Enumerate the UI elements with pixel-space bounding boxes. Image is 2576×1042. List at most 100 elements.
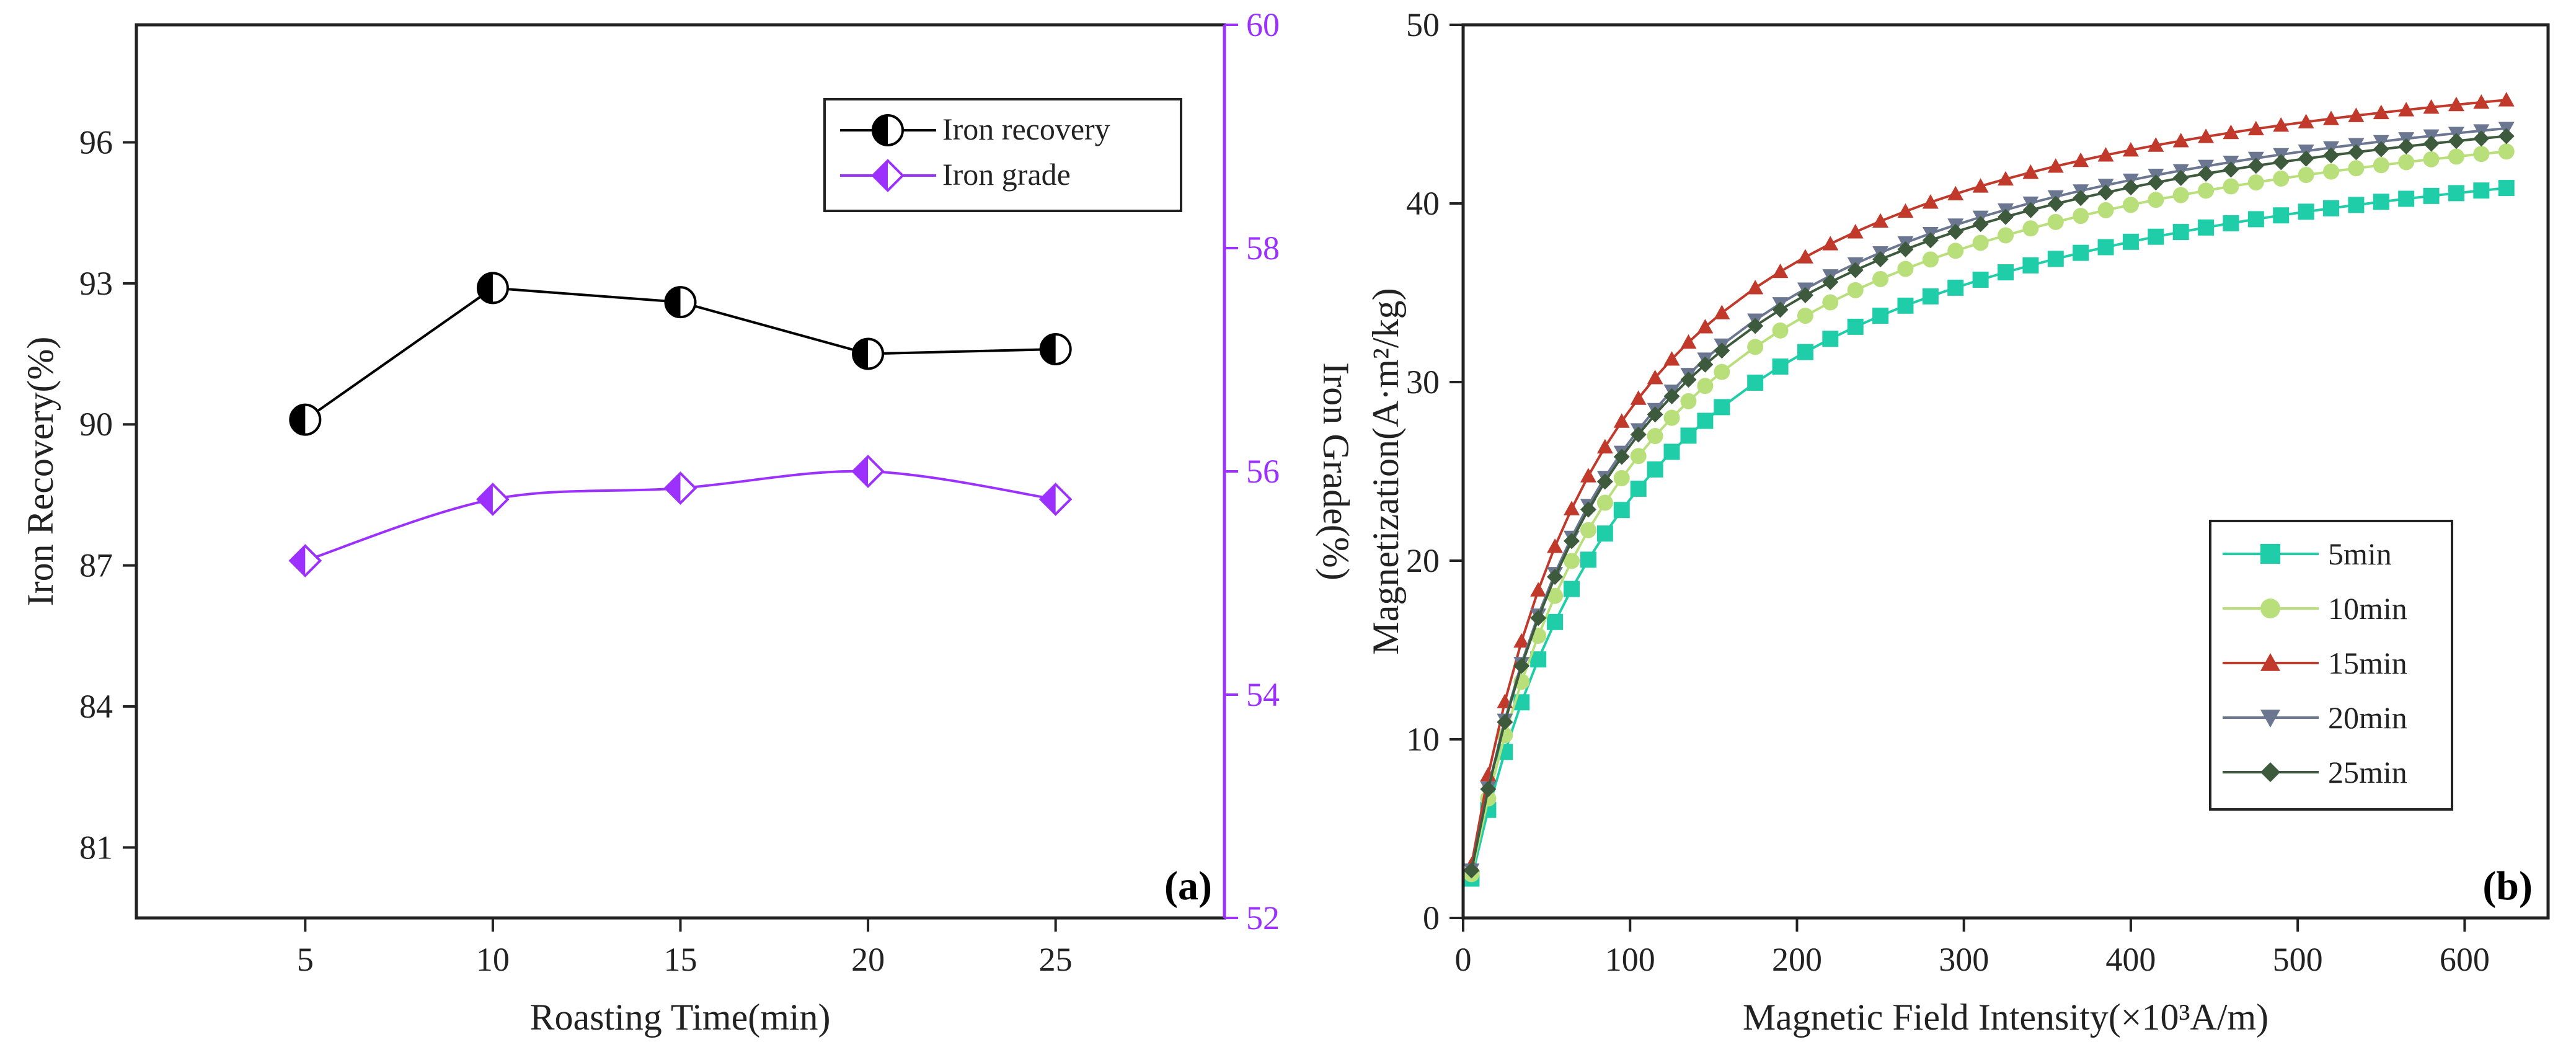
b-series-2-point-11 (1647, 370, 1663, 385)
b-x-tick-label-2: 200 (1772, 941, 1822, 978)
b-series-4-point-28 (2047, 195, 2064, 212)
b-series-2-point-17 (1772, 263, 1789, 278)
b-series-0-point-33 (2172, 224, 2189, 241)
panel-b-legend-samples (2223, 544, 2319, 782)
a-x-tick-label-0: 5 (297, 941, 314, 978)
b-series-0-point-13 (1680, 427, 1697, 444)
a-series-1-point-0 (288, 544, 322, 577)
a-series-0-point-4-fill (1040, 334, 1056, 364)
b-series-2-point-23 (1922, 194, 1939, 209)
b-series-0-point-5 (1547, 613, 1564, 630)
b-series-2-point-7 (1580, 468, 1596, 483)
a-y-tick-label-5: 96 (79, 123, 113, 161)
b-series-0-point-30 (2097, 239, 2114, 256)
b-series-2-point-10 (1630, 390, 1647, 405)
b-series-1-point-35 (2223, 178, 2239, 195)
b-series-2-point-20 (1847, 224, 1864, 239)
b-series-2-point-37 (2273, 117, 2290, 132)
b-series-2-point-13 (1680, 334, 1697, 349)
b-series-0-point-39 (2323, 200, 2339, 216)
b-series-0-point-44 (2448, 185, 2464, 202)
a-y2-tick-label-2: 56 (1246, 453, 1280, 490)
a-x-tick-label-4: 25 (1039, 941, 1073, 978)
a-series-0-point-0-fill (290, 404, 306, 435)
b-series-0-point-26 (1998, 264, 2014, 281)
b-series-2-point-28 (2047, 158, 2064, 173)
b-series-2-point-33 (2172, 133, 2189, 148)
b-series-4-point-36 (2247, 158, 2264, 174)
panel-a-y2-axis-title: Iron Grade(%) (1316, 362, 1357, 580)
b-series-1-point-26 (1998, 227, 2014, 244)
b-series-2-point-34 (2198, 128, 2215, 143)
a-series-1-point-2 (663, 471, 697, 505)
b-series-1-point-10 (1630, 448, 1647, 465)
b-x-tick-label-4: 400 (2105, 941, 2156, 978)
b-series-1-point-31 (2122, 197, 2139, 213)
b-series-2-point-22 (1897, 203, 1914, 218)
b-series-4-point-19 (1822, 274, 1839, 290)
b-series-0-point-42 (2398, 190, 2415, 207)
b-series-4-point-21 (1872, 251, 1889, 268)
b-series-0-point-29 (2073, 244, 2089, 261)
b-series-1-point-19 (1822, 294, 1839, 311)
b-series-0-point-45 (2473, 182, 2490, 199)
legend-label-20min: 20min (2328, 700, 2407, 735)
b-series-0-point-43 (2423, 187, 2440, 204)
b-series-1-point-30 (2097, 202, 2114, 218)
a-x-tick-label-2: 15 (664, 941, 697, 978)
b-series-4-point-30 (2097, 184, 2114, 201)
b-series-4-point-16 (1747, 318, 1764, 334)
panel-a-y-axis-title: Iron Recovery(%) (20, 337, 61, 607)
b-series-0-point-31 (2122, 233, 2139, 250)
a-y2-tick-label-1: 54 (1246, 676, 1280, 713)
b-series-2-point-19 (1822, 236, 1839, 251)
b-series-4-point-23 (1922, 232, 1939, 249)
b-series-0-point-20 (1847, 318, 1864, 335)
a-series-0-point-1-fill (477, 273, 493, 303)
b-series-4-point-44 (2448, 133, 2464, 149)
a-y-tick-label-0: 81 (79, 829, 113, 866)
b-series-2-point-32 (2148, 137, 2164, 152)
b-x-tick-label-1: 100 (1605, 941, 1655, 978)
b-series-1-point-23 (1922, 251, 1939, 268)
b-series-0-point-19 (1822, 331, 1839, 347)
b-series-1-point-28 (2047, 213, 2064, 230)
b-series-1-point-38 (2298, 167, 2314, 184)
panel-b-y-axis-title: Magnetization(A·m²/kg) (1365, 288, 1406, 654)
b-series-2-point-14 (1697, 319, 1714, 334)
b-series-4-point-15 (1714, 342, 1730, 359)
b-series-2-point-38 (2298, 114, 2314, 128)
a-y-tick-label-2: 87 (79, 547, 113, 584)
legend-label-25min: 25min (2328, 755, 2407, 790)
b-series-1-point-40 (2348, 160, 2365, 177)
b-series-2-point-35 (2223, 124, 2239, 140)
b-series-4-point-34 (2198, 166, 2215, 182)
b-series-4-point-14 (1697, 356, 1714, 373)
a-series-0-point-3 (852, 337, 885, 370)
b-series-4-point-20 (1847, 262, 1864, 278)
b-series-4-point-1 (1480, 781, 1497, 798)
b-series-2-point-6 (1564, 501, 1580, 515)
a-y2-tick-label-4: 60 (1246, 6, 1280, 43)
b-series-0-point-34 (2198, 219, 2215, 236)
b-y-tick-label-5: 50 (1406, 6, 1440, 43)
a-series-1-point-3-fill (853, 456, 869, 486)
b-series-2-point-5 (1547, 538, 1564, 553)
b-series-4-point-7 (1580, 501, 1596, 518)
b-series-4-point-29 (2073, 190, 2089, 207)
legend-label-iron-recovery: Iron recovery (942, 112, 1110, 146)
a-series-0-point-1 (476, 272, 509, 305)
b-series-2-point-36 (2247, 120, 2264, 136)
b-series-2-point-40 (2348, 107, 2365, 122)
b-series-0-point-32 (2148, 228, 2164, 245)
b-series-4-point-42 (2398, 138, 2415, 154)
a-series-1-point-1 (476, 483, 510, 516)
b-series-4-point-41 (2373, 141, 2389, 158)
b-series-4-point-11 (1647, 406, 1663, 423)
b-legend-marker-3 (2260, 710, 2280, 728)
b-series-1-point-29 (2073, 208, 2089, 225)
b-series-4-point-37 (2273, 154, 2290, 171)
b-series-4-point-39 (2323, 147, 2339, 164)
panel-a-legend-samples (840, 114, 936, 192)
